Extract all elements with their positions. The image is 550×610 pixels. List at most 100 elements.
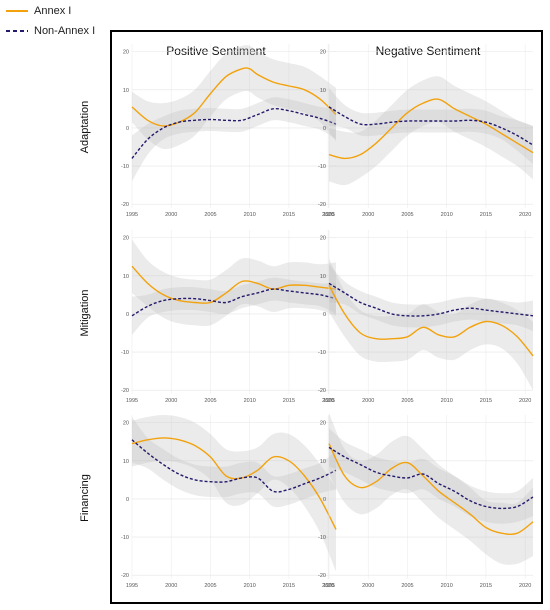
x-tick-label: 2005: [401, 583, 413, 589]
ci-band-annex-i: [329, 76, 533, 186]
legend: Annex I Non-Annex I: [0, 0, 110, 45]
y-tick-label: -20: [121, 573, 129, 579]
legend-item-non-annex-i: Non-Annex I: [6, 24, 95, 38]
series-line-non-annex-i: [131, 439, 337, 493]
x-tick-label: 2015: [283, 212, 295, 218]
x-tick-label: 2005: [204, 212, 216, 218]
ci-band-annex-i: [132, 415, 336, 572]
series-line-annex-i: [131, 437, 337, 530]
x-tick-label: 2000: [362, 583, 374, 589]
x-tick-label: 1995: [323, 583, 335, 589]
series-line-annex-i: [131, 265, 337, 304]
x-tick-label: 2020: [519, 398, 531, 404]
y-tick-label: 0: [126, 126, 129, 132]
series-line-annex-i: [328, 284, 534, 357]
y-tick-label: 10: [123, 274, 129, 280]
row-label-adaptation: Adaptation: [79, 101, 91, 154]
row-label-financing: Financing: [79, 474, 91, 522]
x-tick-label: 2020: [322, 398, 334, 404]
ci-band-non-annex-i: [132, 97, 336, 182]
x-tick-label: 2010: [441, 212, 453, 218]
column-title-positive: Positive Sentiment: [166, 44, 266, 58]
x-tick-label: 2010: [441, 398, 453, 404]
x-tick-label: 2020: [322, 583, 334, 589]
x-tick-label: 2020: [519, 583, 531, 589]
column-title-negative: Negative Sentiment: [375, 44, 481, 58]
y-tick-label: 10: [320, 459, 326, 465]
series-line-non-annex-i: [131, 107, 337, 159]
y-tick-label: 20: [123, 236, 129, 242]
legend-label-annex-i: Annex I: [34, 5, 72, 17]
series-line-non-annex-i: [328, 446, 534, 510]
x-tick-label: 2015: [480, 398, 492, 404]
x-tick-label: 1995: [126, 212, 138, 218]
ci-band-non-annex-i: [329, 264, 533, 332]
x-tick-label: 1995: [323, 212, 335, 218]
series-line-non-annex-i: [131, 288, 337, 317]
y-tick-label: -10: [121, 535, 129, 541]
x-tick-label: 2010: [244, 212, 256, 218]
ci-band-non-annex-i: [329, 87, 533, 165]
x-tick-label: 2005: [401, 398, 413, 404]
ci-band-annex-i: [132, 239, 336, 327]
series-line-annex-i: [328, 443, 534, 535]
legend-swatch-non-annex-i: [6, 30, 28, 32]
y-tick-label: -20: [318, 573, 326, 579]
legend-label-non-annex-i: Non-Annex I: [34, 25, 96, 37]
x-tick-label: 2000: [165, 398, 177, 404]
ci-band-annex-i: [329, 413, 533, 565]
y-tick-label: 0: [323, 126, 326, 132]
x-tick-label: 2015: [480, 583, 492, 589]
x-tick-label: 2010: [441, 583, 453, 589]
x-tick-label: 2015: [283, 398, 295, 404]
y-tick-label: 0: [126, 497, 129, 503]
series-line-non-annex-i: [328, 106, 534, 146]
y-tick-label: -10: [121, 350, 129, 356]
y-tick-label: -10: [318, 350, 326, 356]
ci-band-annex-i: [132, 45, 336, 150]
x-tick-label: 2000: [362, 398, 374, 404]
y-tick-label: -10: [318, 535, 326, 541]
legend-swatch-annex-i: [6, 10, 28, 12]
ci-band-annex-i: [329, 258, 533, 391]
y-tick-label: 10: [123, 88, 129, 94]
y-tick-label: 20: [123, 421, 129, 427]
series-line-annex-i: [131, 67, 337, 127]
ci-band-non-annex-i: [329, 428, 533, 524]
y-tick-label: -20: [121, 202, 129, 208]
y-tick-label: 10: [123, 459, 129, 465]
x-tick-label: 1995: [323, 398, 335, 404]
y-tick-label: -10: [121, 164, 129, 170]
y-tick-label: 20: [320, 236, 326, 242]
chart-frame: Positive Sentiment Negative Sentiment: [110, 30, 543, 604]
y-tick-label: 0: [323, 312, 326, 318]
y-tick-label: 10: [320, 88, 326, 94]
y-tick-label: 20: [320, 421, 326, 427]
ci-band-non-annex-i: [132, 277, 336, 335]
x-tick-label: 2005: [401, 212, 413, 218]
x-tick-label: 2020: [322, 212, 334, 218]
y-tick-label: 20: [123, 50, 129, 56]
x-tick-label: 2005: [204, 398, 216, 404]
y-tick-label: -20: [121, 388, 129, 394]
x-tick-label: 2015: [283, 583, 295, 589]
x-tick-label: 2010: [244, 583, 256, 589]
x-tick-label: 2005: [204, 583, 216, 589]
ci-band-non-annex-i: [132, 416, 336, 508]
x-tick-label: 2000: [165, 583, 177, 589]
x-tick-label: 2010: [244, 398, 256, 404]
x-tick-label: 1995: [126, 398, 138, 404]
x-tick-label: 2015: [480, 212, 492, 218]
series-line-annex-i: [328, 98, 534, 160]
row-label-mitigation: Mitigation: [79, 289, 91, 336]
legend-item-annex-i: Annex I: [6, 4, 71, 18]
y-tick-label: 10: [320, 274, 326, 280]
y-tick-label: -20: [318, 388, 326, 394]
y-tick-label: -20: [318, 202, 326, 208]
